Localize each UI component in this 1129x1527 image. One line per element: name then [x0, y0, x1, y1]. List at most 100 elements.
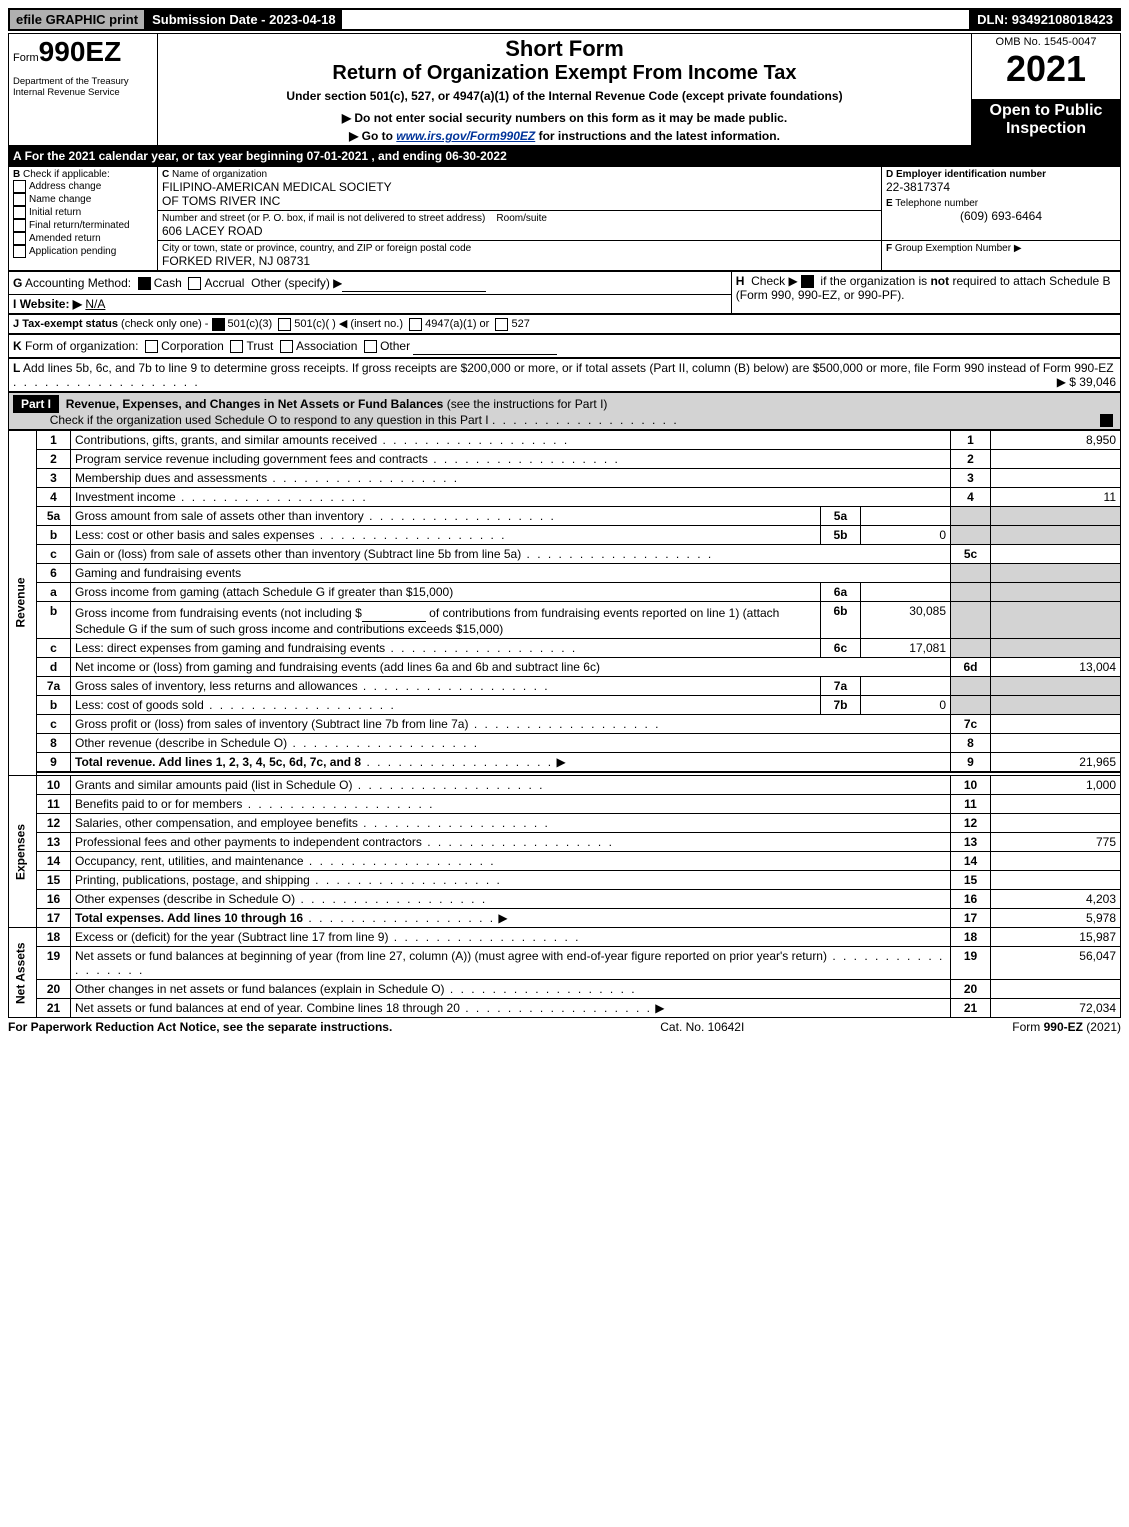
- chk-assoc[interactable]: [280, 340, 293, 353]
- l-dots: [13, 375, 200, 389]
- h-not: not: [930, 274, 949, 288]
- chk-name-change[interactable]: [13, 193, 26, 206]
- d20: Other changes in net assets or fund bala…: [75, 982, 445, 996]
- n6d: d: [37, 657, 71, 676]
- h-post: required to attach Schedule B: [949, 274, 1110, 288]
- gv6c: [991, 638, 1121, 657]
- c13: 13: [951, 833, 991, 852]
- dots-8: [287, 736, 479, 750]
- chk-amended[interactable]: [13, 232, 26, 245]
- bv6a: [860, 582, 950, 601]
- chk-final-return[interactable]: [13, 219, 26, 232]
- k-other-input[interactable]: [413, 337, 557, 355]
- goto-pre: ▶ Go to: [349, 129, 396, 143]
- chk-corp[interactable]: [145, 340, 158, 353]
- c16: 16: [951, 890, 991, 909]
- irs-link[interactable]: www.irs.gov/Form990EZ: [396, 129, 535, 143]
- c1: 1: [951, 430, 991, 449]
- v10: 1,000: [991, 776, 1121, 795]
- topbar-spacer: [342, 8, 970, 31]
- d5a: Gross amount from sale of assets other t…: [75, 509, 364, 523]
- d6: Gaming and fundraising events: [71, 563, 951, 582]
- n8: 8: [37, 733, 71, 752]
- dots-7b: [204, 698, 396, 712]
- chk-501c3[interactable]: [212, 318, 225, 331]
- chk-other-org[interactable]: [364, 340, 377, 353]
- chk-trust[interactable]: [230, 340, 243, 353]
- l-row: L Add lines 5b, 6c, and 7b to line 9 to …: [8, 358, 1121, 392]
- c19: 19: [951, 947, 991, 980]
- bv5b: 0: [860, 525, 950, 544]
- k-row: K Form of organization: Corporation Trus…: [8, 334, 1121, 358]
- g6: [951, 563, 991, 582]
- v13: 775: [991, 833, 1121, 852]
- chk-address-change[interactable]: [13, 180, 26, 193]
- dots-1: [377, 433, 569, 447]
- gv6: [991, 563, 1121, 582]
- chk-schedule-o[interactable]: [1100, 414, 1113, 427]
- dots-5c: [521, 547, 713, 561]
- chk-initial-return[interactable]: [13, 206, 26, 219]
- c-city-label: City or town, state or province, country…: [162, 243, 877, 254]
- v16: 4,203: [991, 890, 1121, 909]
- d6c: Less: direct expenses from gaming and fu…: [75, 641, 385, 655]
- dept-label: Department of the Treasury: [13, 76, 153, 87]
- h-pre: Check ▶: [751, 274, 798, 288]
- gv6b: [991, 601, 1121, 638]
- n14: 14: [37, 852, 71, 871]
- chk-h[interactable]: [801, 275, 814, 288]
- goto-post: for instructions and the latest informat…: [535, 129, 780, 143]
- v19: 56,047: [991, 947, 1121, 980]
- c10: 10: [951, 776, 991, 795]
- c18: 18: [951, 928, 991, 947]
- dots-12: [358, 816, 550, 830]
- v12: [991, 814, 1121, 833]
- g7b: [951, 695, 991, 714]
- header-table: Form990EZ Department of the Treasury Int…: [8, 33, 1121, 146]
- n21: 21: [37, 999, 71, 1018]
- chk-4947[interactable]: [409, 318, 422, 331]
- gv7a: [991, 676, 1121, 695]
- d6b1: Gross income from fundraising events (no…: [75, 606, 362, 620]
- bv7a: [860, 676, 950, 695]
- chk-501c[interactable]: [278, 318, 291, 331]
- part1-check: Check if the organization used Schedule …: [50, 413, 489, 427]
- d15: Printing, publications, postage, and shi…: [75, 873, 310, 887]
- part1-title: Revenue, Expenses, and Changes in Net As…: [66, 397, 444, 411]
- n6a: a: [37, 582, 71, 601]
- v2: [991, 449, 1121, 468]
- chk-accrual[interactable]: [188, 277, 201, 290]
- k-other: Other: [380, 339, 410, 353]
- chk-527[interactable]: [495, 318, 508, 331]
- c14: 14: [951, 852, 991, 871]
- top-bar: efile GRAPHIC print Submission Date - 20…: [8, 8, 1121, 31]
- efile-label: efile GRAPHIC print: [8, 8, 144, 31]
- title-short-form: Short Form: [162, 36, 967, 62]
- chk-app-pending[interactable]: [13, 245, 26, 258]
- d5b: Less: cost or other basis and sales expe…: [75, 528, 314, 542]
- d9: Total revenue. Add lines 1, 2, 3, 4, 5c,…: [75, 755, 361, 769]
- dots-5b: [314, 528, 506, 542]
- d2: Program service revenue including govern…: [75, 452, 428, 466]
- lines-table: Revenue 1 Contributions, gifts, grants, …: [8, 430, 1121, 1019]
- n15: 15: [37, 871, 71, 890]
- d5c: Gain or (loss) from sale of assets other…: [75, 547, 521, 561]
- v21: 72,034: [991, 999, 1121, 1018]
- v6d: 13,004: [991, 657, 1121, 676]
- c2: 2: [951, 449, 991, 468]
- c11: 11: [951, 795, 991, 814]
- c8: 8: [951, 733, 991, 752]
- n7c: c: [37, 714, 71, 733]
- d12: Salaries, other compensation, and employ…: [75, 816, 358, 830]
- d6a: Gross income from gaming (attach Schedul…: [71, 582, 821, 601]
- g-cash: Cash: [154, 276, 182, 290]
- n2: 2: [37, 449, 71, 468]
- 6b-input[interactable]: [362, 604, 426, 622]
- chk-cash[interactable]: [138, 277, 151, 290]
- g-other-input[interactable]: [342, 274, 486, 292]
- dots-16: [295, 892, 487, 906]
- d4: Investment income: [75, 490, 176, 504]
- n11: 11: [37, 795, 71, 814]
- g6c: [951, 638, 991, 657]
- i-label: Website: ▶: [20, 297, 82, 311]
